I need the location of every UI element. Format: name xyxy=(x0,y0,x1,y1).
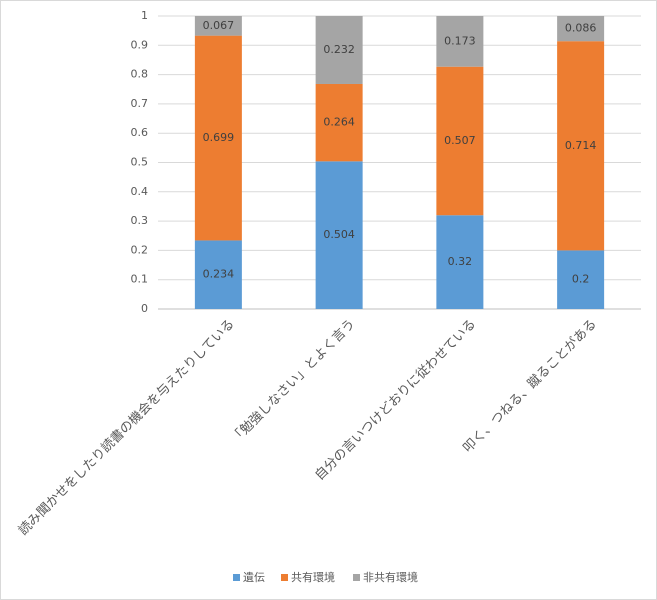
data-label: 0.2 xyxy=(572,273,590,286)
data-label: 0.234 xyxy=(203,268,235,281)
data-label: 0.507 xyxy=(444,134,476,147)
y-tick-label: 0.5 xyxy=(131,156,149,169)
bar-segment xyxy=(436,66,484,216)
legend-swatch xyxy=(281,574,288,581)
data-label: 0.086 xyxy=(565,22,597,35)
bar-segment xyxy=(194,16,242,36)
data-label: 0.504 xyxy=(323,228,355,241)
data-label: 0.699 xyxy=(203,131,235,144)
bar-segment xyxy=(315,16,363,84)
bar-segment xyxy=(436,215,484,309)
bar-segment xyxy=(557,16,605,42)
y-tick-label: 0.8 xyxy=(131,68,149,81)
bar-segment xyxy=(315,83,363,162)
legend-swatch xyxy=(353,574,360,581)
y-tick-label: 1 xyxy=(141,9,148,22)
data-label: 0.32 xyxy=(448,255,473,268)
bar-segment xyxy=(315,161,363,309)
bar-segment xyxy=(194,240,242,309)
y-tick-label: 0.1 xyxy=(131,273,149,286)
bar-segment xyxy=(194,35,242,241)
data-label: 0.173 xyxy=(444,34,476,47)
legend-swatch xyxy=(233,574,240,581)
y-tick-label: 0 xyxy=(141,302,148,315)
bar-segment xyxy=(557,41,605,251)
y-tick-label: 0.9 xyxy=(131,38,149,51)
y-tick-label: 0.2 xyxy=(131,243,149,256)
bar-segment xyxy=(436,16,484,67)
legend-label: 共有環境 xyxy=(291,570,335,584)
data-label: 0.232 xyxy=(323,43,355,56)
data-label: 0.714 xyxy=(565,139,597,152)
data-label: 0.067 xyxy=(203,19,235,32)
y-tick-label: 0.6 xyxy=(131,126,149,139)
y-tick-label: 0.3 xyxy=(131,214,149,227)
y-tick-label: 0.4 xyxy=(131,185,149,198)
legend-label: 遺伝 xyxy=(243,570,265,584)
data-label: 0.264 xyxy=(323,116,355,129)
bar-segment xyxy=(557,250,605,309)
y-tick-label: 0.7 xyxy=(131,97,149,110)
legend-label: 非共有環境 xyxy=(363,570,418,584)
